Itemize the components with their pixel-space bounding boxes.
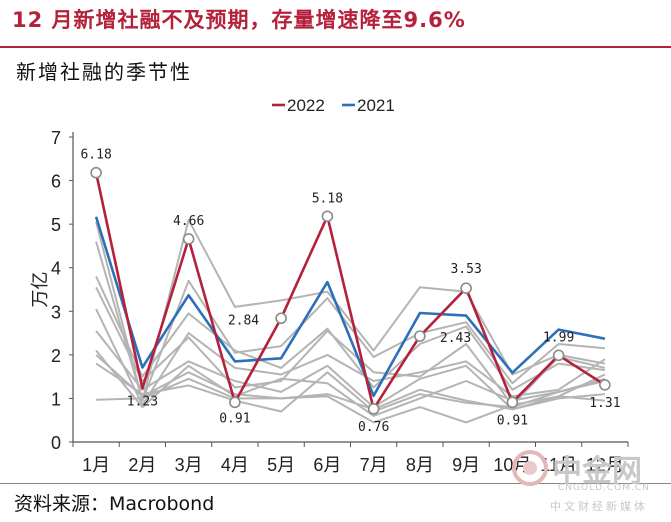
y-tick-label: 0 bbox=[51, 433, 61, 453]
highlight-series-layer bbox=[94, 172, 606, 411]
y-tick-label: 1 bbox=[51, 389, 61, 409]
data-label: 0.91 bbox=[497, 413, 528, 428]
source-note: 资料来源：Macrobond bbox=[14, 493, 215, 515]
data-point-marker bbox=[414, 330, 426, 342]
background-series-line bbox=[96, 377, 605, 424]
watermark-subtitle: 中文财经新媒体 bbox=[550, 500, 648, 513]
data-label: 1.31 bbox=[589, 396, 620, 411]
chart-subtitle: 新增社融的季节性 bbox=[16, 60, 192, 84]
x-tick-label: 2月 bbox=[128, 455, 156, 475]
data-label: 4.66 bbox=[173, 214, 204, 229]
x-tick-label: 7月 bbox=[360, 455, 388, 475]
background-series-line bbox=[95, 218, 606, 402]
y-tick-label: 6 bbox=[51, 172, 61, 192]
data-point-marker bbox=[229, 396, 241, 409]
background-series-line bbox=[95, 349, 606, 417]
data-point-marker bbox=[321, 210, 334, 223]
watermark: 中金网 CNGOLD.COM.CN 中文财经新媒体 bbox=[512, 446, 662, 516]
x-tick-label: 3月 bbox=[175, 455, 203, 475]
x-tick-label: 8月 bbox=[406, 455, 434, 475]
x-tick-label: 12月 bbox=[586, 455, 624, 475]
watermark-name: 中金网 bbox=[552, 454, 642, 489]
x-tick-label: 5月 bbox=[267, 455, 295, 475]
series-line-2021 bbox=[94, 216, 606, 398]
legend: 2022 2021 bbox=[272, 96, 395, 115]
x-tick-label: 6月 bbox=[313, 455, 341, 475]
data-point-marker bbox=[460, 282, 472, 294]
data-label: 1.99 bbox=[543, 330, 574, 345]
data-point-marker bbox=[367, 403, 380, 415]
data-label: 2.43 bbox=[440, 331, 471, 346]
data-label: 0.76 bbox=[358, 420, 389, 435]
data-label: 3.53 bbox=[450, 262, 481, 277]
y-tick-label: 2 bbox=[51, 346, 61, 366]
x-tick-label: 9月 bbox=[452, 455, 480, 475]
data-point-marker bbox=[275, 312, 287, 325]
data-point-marker bbox=[506, 396, 519, 409]
data-label: 2.84 bbox=[228, 313, 259, 328]
y-tick-label: 3 bbox=[51, 302, 61, 322]
footer-divider bbox=[0, 483, 671, 484]
data-point-marker bbox=[90, 166, 102, 179]
data-label-layer: 6.18 1.23 4.66 0.91 2.84 5.18 0.76 2.43 3.53 0.91… bbox=[80, 148, 620, 435]
legend-label-2022: 2022 bbox=[287, 96, 325, 115]
x-tick-label: 11月 bbox=[540, 455, 577, 475]
data-label: 6.18 bbox=[80, 148, 111, 163]
series-line-2022 bbox=[94, 172, 606, 411]
background-series-line bbox=[95, 354, 605, 411]
background-series-line bbox=[95, 275, 606, 391]
data-label: 1.23 bbox=[127, 394, 158, 409]
x-tick-label: 1月 bbox=[82, 455, 110, 475]
data-label: 5.18 bbox=[312, 191, 343, 206]
data-label: 0.91 bbox=[219, 411, 250, 426]
y-tick-label: 5 bbox=[51, 215, 61, 235]
page-title: 12 月新增社融不及预期，存量增速降至9.6% bbox=[12, 8, 466, 32]
y-axis-label: 万亿 bbox=[30, 272, 51, 308]
watermark-logo-icon bbox=[512, 450, 548, 486]
x-tick-label: 4月 bbox=[221, 455, 249, 475]
background-series-layer bbox=[95, 218, 606, 424]
data-point-marker bbox=[182, 233, 195, 245]
y-tick-label: 4 bbox=[51, 259, 61, 279]
watermark-url: CNGOLD.COM.CN bbox=[558, 483, 650, 493]
data-point-marker bbox=[599, 379, 611, 391]
data-point-marker bbox=[552, 349, 565, 362]
y-tick-label: 7 bbox=[51, 128, 61, 148]
title-divider bbox=[0, 46, 671, 48]
background-series-line bbox=[95, 241, 605, 402]
legend-label-2021: 2021 bbox=[357, 96, 395, 115]
